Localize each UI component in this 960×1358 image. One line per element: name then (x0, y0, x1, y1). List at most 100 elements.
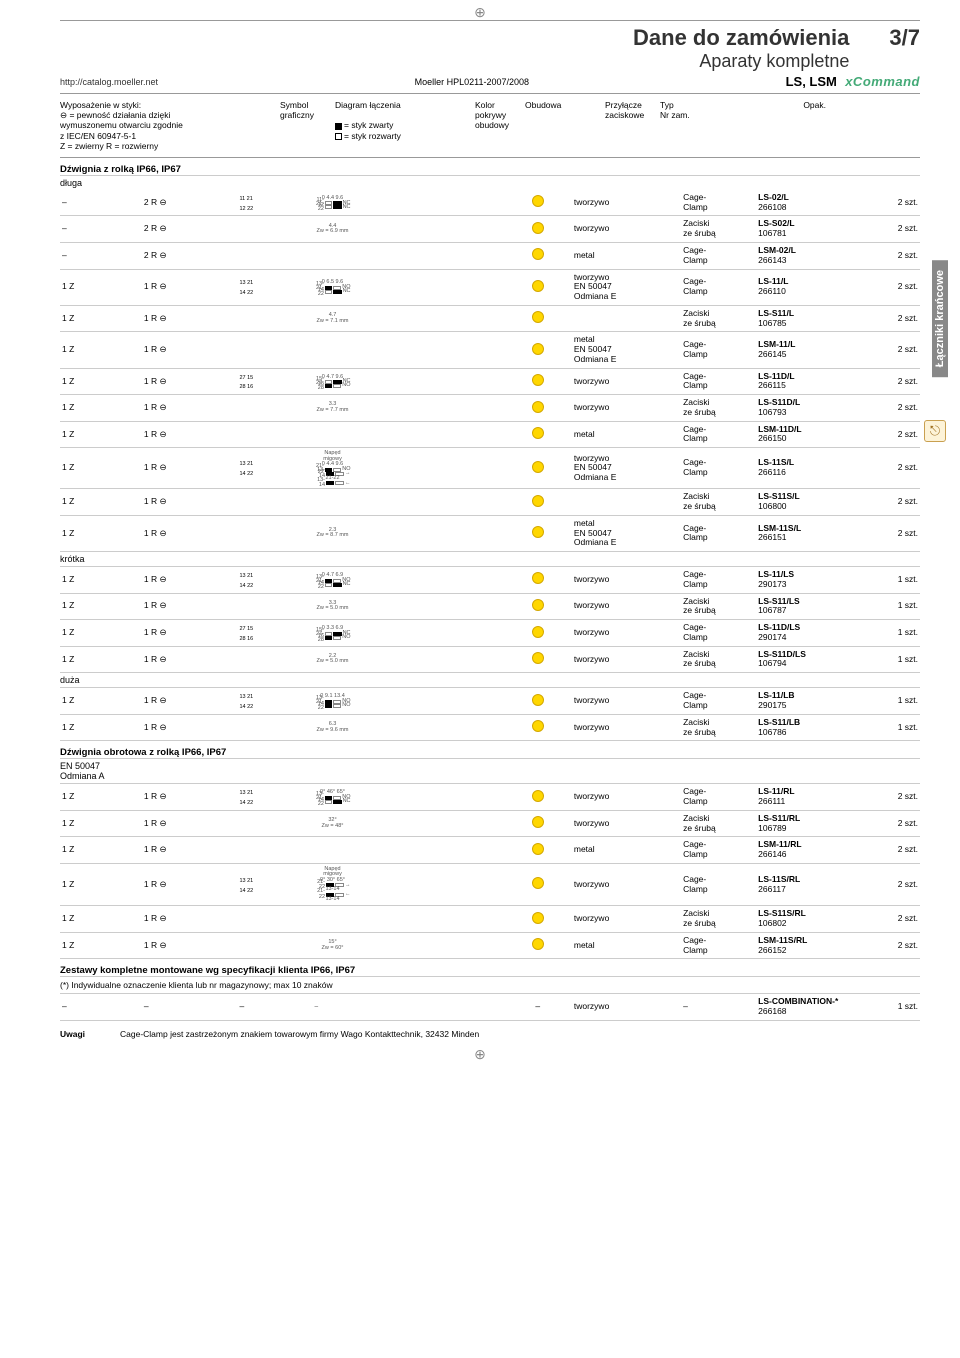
diagram-cell: 0° 46° 65°13-14NO21-22NC (313, 784, 504, 810)
z-cell: 1 Z (60, 906, 142, 933)
typ-cell: LS-S11/L106785 (756, 305, 852, 332)
obudowa-cell: tworzywo (572, 190, 681, 216)
przylacze-cell: Zaciski ze śrubą (681, 906, 756, 933)
symbol-cell: 13 2114 22 (237, 688, 312, 714)
color-dot-icon (532, 790, 544, 802)
symbol-cell: 27 1528 16 (237, 620, 312, 647)
diagram-cell: 4.4Zw = 6.9 mm (313, 216, 504, 243)
legend-hollow-icon (335, 133, 342, 140)
typ-cell: LS-11S/RL266117 (756, 863, 852, 906)
typ-cell: LS-11/L266110 (756, 269, 852, 305)
diagram-cell: 0 3.3 6.915-16NC27-28NO (313, 620, 504, 647)
color-cell (504, 906, 572, 933)
symbol-cell (237, 421, 312, 448)
table-row: 1 Z1 R ⊖32°Zw = 48°tworzywoZaciski ze śr… (60, 810, 920, 837)
diagram-cell: 0 4.4 9.611-12NC21-22NC (313, 190, 504, 216)
color-dot-icon (532, 877, 544, 889)
symbol-cell: 13 2114 22 (237, 448, 312, 489)
section-title: Dźwignia z rolką IP66, IP67 (60, 158, 920, 176)
color-dot-icon (532, 427, 544, 439)
section-title: Dźwignia obrotowa z rolką IP66, IP67 (60, 741, 920, 759)
diagram-cell: 15°Zw = 60° (313, 932, 504, 959)
opak-cell: 2 szt. (852, 216, 920, 243)
table-row: 1 Z1 R ⊖2.3Zw = 8.7 mmmetalEN 50047 Odmi… (60, 515, 920, 551)
table-row: 1 Z1 R ⊖metalCage-ClampLSM-11D/L2661502 … (60, 421, 920, 448)
obudowa-cell: tworzywo (572, 395, 681, 422)
color-dot-icon (532, 599, 544, 611)
table-row: 1 Z1 R ⊖27 1528 160 3.3 6.915-16NC27-28N… (60, 620, 920, 647)
r-cell: 1 R ⊖ (142, 421, 238, 448)
r-cell: 1 R ⊖ (142, 863, 238, 906)
col-h6: Przyłącze zaciskowe (605, 100, 660, 151)
przylacze-cell: Cage-Clamp (681, 784, 756, 810)
r-cell: 1 R ⊖ (142, 368, 238, 395)
typ-cell: LS-S11/RL106789 (756, 810, 852, 837)
r-cell: 2 R ⊖ (142, 243, 238, 270)
diagram-cell: Napęd migowy0° 30° 65°21-22→13-1421-22←1… (313, 863, 504, 906)
table-row: 1 Z1 R ⊖15°Zw = 60°metalCage-ClampLSM-11… (60, 932, 920, 959)
obudowa-cell: tworzywo (572, 620, 681, 647)
r-cell: 1 R ⊖ (142, 489, 238, 516)
col-h4: Kolor pokrywy obudowy (475, 100, 525, 151)
obudowa-cell: metal (572, 837, 681, 864)
typ-cell: LSM-11S/RL266152 (756, 932, 852, 959)
color-dot-icon (532, 343, 544, 355)
color-dot-icon (532, 720, 544, 732)
color-cell (504, 646, 572, 673)
color-dot-icon (532, 626, 544, 638)
diagram-cell: 0 4.7 9.615-16NC27-28NO (313, 368, 504, 395)
r-cell: 1 R ⊖ (142, 395, 238, 422)
color-dot-icon (532, 311, 544, 323)
typ-cell: LS-11S/L266116 (756, 448, 852, 489)
typ-cell: LSM-02/L266143 (756, 243, 852, 270)
series-label: LS, LSM (786, 74, 837, 89)
color-dot-icon (532, 374, 544, 386)
data-table: –2 R ⊖11 2112 220 4.4 9.611-12NC21-22NCt… (60, 190, 920, 552)
opak-cell: 1 szt. (852, 688, 920, 714)
przylacze-cell: Cage-Clamp (681, 269, 756, 305)
color-cell (504, 863, 572, 906)
z-cell: 1 Z (60, 714, 142, 741)
subsection-label: krótka (60, 552, 920, 567)
symbol-cell (237, 515, 312, 551)
color-cell (504, 837, 572, 864)
r-cell: 1 R ⊖ (142, 269, 238, 305)
r-cell: 2 R ⊖ (142, 216, 238, 243)
table-row: 1 Z1 R ⊖2.2Zw = 5.0 mmtworzywoZaciski ze… (60, 646, 920, 673)
diagram-cell: 32°Zw = 48° (313, 810, 504, 837)
r-cell: 1 R ⊖ (142, 332, 238, 368)
przylacze-cell: Cage-Clamp (681, 368, 756, 395)
typ-cell: LS-S02/L106781 (756, 216, 852, 243)
color-cell (504, 810, 572, 837)
r-cell: 1 R ⊖ (142, 810, 238, 837)
r-cell: 1 R ⊖ (142, 593, 238, 620)
color-cell (504, 714, 572, 741)
table-row: –2 R ⊖metalCage-ClampLSM-02/L2661432 szt… (60, 243, 920, 270)
color-cell (504, 932, 572, 959)
table-row: 1 Z1 R ⊖13 2114 22Napęd migowy0° 30° 65°… (60, 863, 920, 906)
diagram-cell: 2.2Zw = 5.0 mm (313, 646, 504, 673)
z-cell: – (60, 216, 142, 243)
color-dot-icon (532, 843, 544, 855)
page-title: Dane do zamówienia (60, 25, 849, 51)
obudowa-cell: tworzywo (572, 646, 681, 673)
color-cell (504, 620, 572, 647)
page-number: 3/7 (889, 25, 920, 51)
przylacze-cell: Zaciski ze śrubą (681, 714, 756, 741)
typ-cell: LSM-11/RL266146 (756, 837, 852, 864)
data-table: 1 Z1 R ⊖13 2114 220 9.1 13.413-14NO21-22… (60, 688, 920, 741)
przylacze-cell: Cage-Clamp (681, 932, 756, 959)
color-cell (504, 567, 572, 593)
z-cell: – (60, 190, 142, 216)
obudowa-cell: tworzywo (572, 784, 681, 810)
diagram-cell: 3.3Zw = 5.0 mm (313, 593, 504, 620)
z-cell: 1 Z (60, 332, 142, 368)
color-dot-icon (532, 248, 544, 260)
symbol-cell (237, 489, 312, 516)
table-row: 1 Z1 R ⊖13 2114 220° 46° 65°13-14NO21-22… (60, 784, 920, 810)
color-cell (504, 216, 572, 243)
opak-cell: 2 szt. (852, 448, 920, 489)
opak-cell: 2 szt. (852, 810, 920, 837)
legend-filled-icon (335, 123, 342, 130)
table-row: 1 Z1 R ⊖3.3Zw = 5.0 mmtworzywoZaciski ze… (60, 593, 920, 620)
